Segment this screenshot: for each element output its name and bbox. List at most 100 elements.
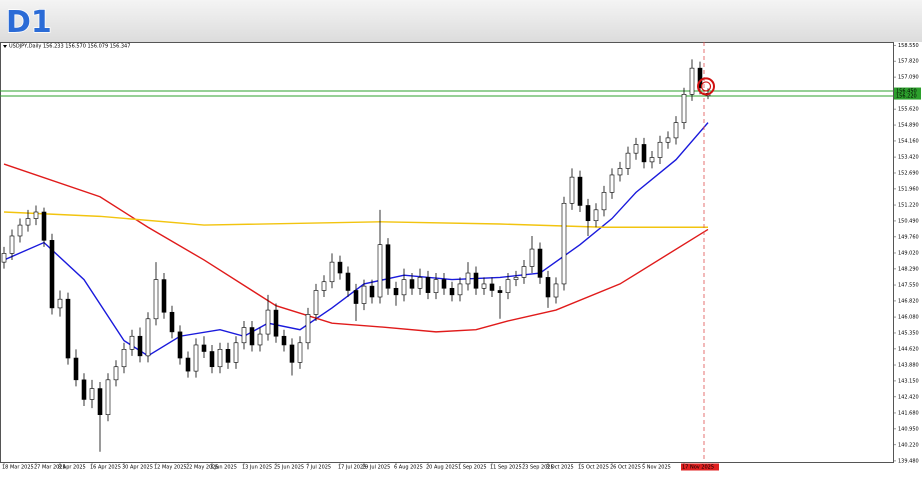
candle-body — [689, 67, 695, 95]
y-tick-label: 143.880 — [898, 363, 919, 369]
candle-body — [617, 168, 623, 176]
price-label-box — [894, 92, 921, 100]
y-tick-label: 141.680 — [898, 410, 919, 416]
candle-body — [217, 349, 223, 368]
x-tick-label: 5 Nov 2025 — [642, 465, 671, 471]
candle-body — [633, 144, 639, 154]
plot-frame — [0, 42, 894, 463]
y-tick-label: 153.420 — [898, 155, 919, 161]
y-tick-label: 146.820 — [898, 298, 919, 304]
highlight-ring-inner — [700, 81, 712, 92]
candle-body — [65, 298, 71, 359]
y-tick-label: 151.220 — [898, 203, 919, 209]
candle-body — [121, 349, 127, 368]
x-tick-label: 16 Apr 2025 — [90, 465, 121, 471]
y-tick-label: 150.490 — [898, 218, 919, 224]
candle-body — [585, 205, 591, 222]
candle-body — [513, 277, 519, 280]
x-tick-label: 27 Mar 2025 — [34, 465, 66, 471]
candle-body — [425, 277, 431, 293]
candle-body — [73, 357, 79, 381]
candle-body — [209, 351, 215, 368]
y-tick-label: 147.550 — [898, 283, 919, 289]
candle-body — [273, 309, 279, 337]
candle-body — [33, 211, 39, 219]
candle-body — [169, 311, 175, 333]
y-tick-label: 140.220 — [898, 442, 919, 448]
candle-body — [289, 344, 295, 363]
x-label-highlight — [681, 463, 719, 471]
candle-body — [385, 244, 391, 289]
candle-body — [249, 327, 255, 346]
candle-body — [377, 244, 383, 298]
candle-body — [545, 277, 551, 298]
x-tick-label: 6 Aug 2025 — [394, 465, 423, 471]
candle-body — [321, 281, 327, 291]
candle-body — [569, 176, 575, 204]
candle-body — [529, 248, 535, 267]
candle-body — [89, 388, 95, 400]
x-tick-label: 3 Oct 2025 — [546, 465, 574, 471]
y-tick-label: 148.290 — [898, 266, 919, 272]
candle-body — [401, 279, 407, 296]
candle-body — [225, 349, 231, 363]
candle-body — [257, 333, 263, 346]
highlight-ring — [697, 77, 715, 96]
candle-body — [145, 318, 151, 357]
x-tick-label: 17 Jul 2025 — [338, 465, 366, 471]
candle-body — [49, 240, 55, 309]
candle-body — [9, 235, 15, 254]
candle-body — [441, 279, 447, 289]
candle-body — [473, 272, 479, 289]
price-label-box — [894, 87, 921, 95]
x-tick-label: 18 Mar 2025 — [2, 465, 34, 471]
candle-body — [409, 279, 415, 289]
x-tick-label: 8 Apr 2025 — [58, 465, 86, 471]
candle-body — [433, 279, 439, 293]
candle-body — [489, 283, 495, 291]
candle-body — [185, 357, 191, 372]
x-tick-label: 11 Sep 2025 — [490, 465, 522, 471]
x-tick-label: 13 Jun 2025 — [242, 465, 272, 471]
candle-body — [417, 277, 423, 289]
y-tick-label: 149.760 — [898, 234, 919, 240]
symbol-info: USDJPY,Daily 156.233 156.570 156.079 156… — [9, 44, 130, 50]
y-tick-label: 157.090 — [898, 75, 919, 81]
header-bar — [0, 0, 922, 42]
x-tick-label: 3 Jun 2025 — [210, 465, 237, 471]
y-tick-label: 143.150 — [898, 378, 919, 384]
y-tick-label: 154.890 — [898, 123, 919, 129]
candle-body — [1, 253, 7, 263]
x-tick-label: 29 Jul 2025 — [362, 465, 390, 471]
candle-body — [137, 335, 143, 357]
candle-body — [113, 366, 119, 381]
y-tick-label: 142.420 — [898, 394, 919, 400]
y-tick-label: 140.950 — [898, 426, 919, 432]
candle-body — [561, 202, 567, 285]
candle-body — [129, 335, 135, 350]
candle-body — [361, 285, 367, 304]
candle-body — [457, 283, 463, 296]
candle-body — [313, 290, 319, 315]
y-tick-label: 157.820 — [898, 59, 919, 65]
y-tick-label: 146.080 — [898, 315, 919, 321]
x-tick-label: 26 Oct 2025 — [610, 465, 641, 471]
candle-body — [97, 388, 103, 416]
candle-body — [657, 141, 663, 158]
x-tick-label: 15 Oct 2025 — [578, 465, 609, 471]
candle-body — [521, 266, 527, 278]
candle-body — [641, 144, 647, 163]
candle-body — [241, 327, 247, 344]
candle-body — [665, 137, 671, 143]
candle-body — [553, 283, 559, 298]
candle-body — [337, 261, 343, 274]
y-tick-label: 158.550 — [898, 43, 919, 49]
candle-body — [161, 279, 167, 313]
price-label: 156.220 — [896, 94, 917, 100]
candle-body — [649, 157, 655, 163]
y-tick-label: 139.480 — [898, 458, 919, 464]
y-tick-label: 152.690 — [898, 170, 919, 176]
candle-body — [105, 379, 111, 416]
x-tick-label: 22 May 2025 — [186, 465, 219, 471]
